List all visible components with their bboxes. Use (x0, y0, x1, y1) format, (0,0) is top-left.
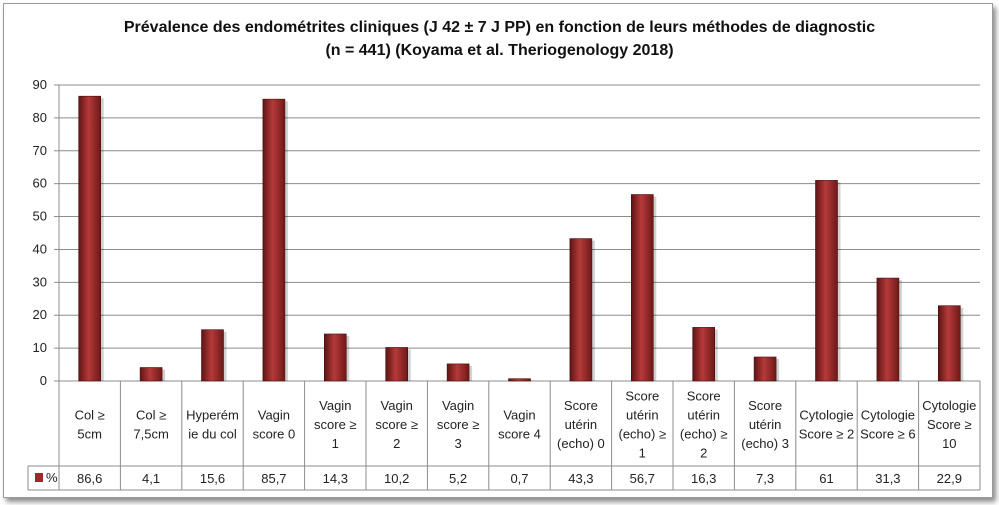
table-value: 16,3 (691, 471, 716, 486)
bar (569, 238, 593, 382)
y-tick-label: 30 (33, 274, 47, 289)
table-value: 43,3 (568, 471, 593, 486)
table-value: 0,7 (510, 471, 528, 486)
bar (201, 329, 224, 382)
x-category-label: Hyperém ie du col (186, 408, 239, 442)
x-category-label: Vagin score 0 (253, 408, 296, 442)
y-tick-label: 70 (33, 143, 47, 158)
x-category-label: Vagin score ≥3 (437, 398, 480, 451)
table-value: 85,7 (261, 471, 286, 486)
bar (262, 98, 286, 382)
gridlines (59, 84, 980, 382)
x-category-label: Vagin score ≥2 (375, 398, 418, 451)
bar (78, 95, 101, 382)
bar (446, 363, 470, 382)
x-category-label: Cytologie Score ≥ 6 (860, 408, 916, 442)
y-tick-label: 40 (33, 241, 47, 256)
table-value: 61 (819, 471, 833, 486)
chart-title-line2: (n = 441) (Koyama et al. Theriogenology … (325, 42, 674, 59)
x-category-label: Score utérin (echo) 3 (741, 398, 789, 451)
bar (692, 327, 716, 382)
table-value: 31,3 (875, 471, 900, 486)
legend-label: % (46, 470, 58, 485)
bar (815, 180, 838, 382)
y-tick-label: 10 (33, 340, 47, 355)
legend-swatch (35, 473, 43, 482)
x-category-label: Score utérin (echo) ≥1 (618, 389, 666, 461)
table-value: 4,1 (142, 471, 160, 486)
bar (385, 347, 409, 382)
y-tick-label: 80 (33, 110, 47, 125)
chart-title-line1: Prévalence des endométrites cliniques (J… (123, 19, 876, 36)
bars (78, 95, 964, 382)
bar (508, 378, 531, 382)
table-value: 10,2 (384, 471, 409, 486)
table-value: 56,7 (630, 471, 655, 486)
x-category-label: Score utérin (echo) 0 (557, 398, 605, 451)
x-category-label: Vagin score ≥1 (314, 398, 357, 451)
bar (630, 194, 654, 382)
table-value: 86,6 (77, 471, 102, 486)
bar (323, 333, 347, 382)
table-value: 22,9 (937, 471, 962, 486)
y-tick-label: 60 (33, 176, 47, 191)
x-category-label: Cytologie Score ≥10 (922, 398, 976, 451)
x-category-label: Score utérin (echo) ≥2 (680, 389, 728, 461)
bar (937, 305, 961, 382)
bar (139, 367, 163, 382)
x-category-label: Vagin score 4 (498, 408, 541, 442)
y-tick-label: 0 (40, 373, 47, 388)
table-value: 14,3 (323, 471, 348, 486)
bar (876, 277, 900, 382)
y-tick-label: 50 (33, 209, 47, 224)
chart-title: Prévalence des endométrites cliniques (J… (0, 16, 999, 62)
y-tick-label: 90 (33, 77, 47, 92)
x-category-label: Col ≥7,5cm (133, 408, 168, 442)
x-category-label: Col ≥5cm (75, 408, 105, 442)
x-category-label: Cytologie Score ≥ 2 (799, 408, 855, 442)
bar (753, 356, 777, 382)
table-value: 7,3 (756, 471, 774, 486)
table-value: 5,2 (449, 471, 467, 486)
y-axis: 0 10 20 30 40 50 60 70 80 90 (33, 77, 60, 490)
table-value: 15,6 (200, 471, 225, 486)
y-tick-label: 20 (33, 307, 47, 322)
data-table: % Col ≥5cm Col ≥7,5cm Hyperém ie du col Vagin… (27, 381, 981, 491)
